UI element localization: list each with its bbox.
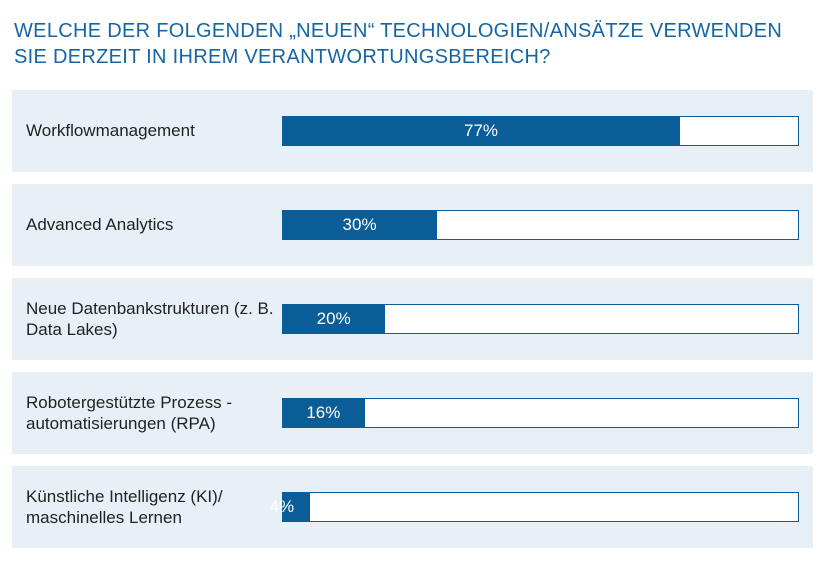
bar-fill: 16% [282,398,365,428]
row-label: Robotergestützte Prozess -automatisierun… [12,392,282,435]
chart-rows: Workflowmanagement 77% Advanced Analytics 3… [12,90,813,548]
row-label: Advanced Analytics [12,214,282,235]
bar-value: 77% [464,121,498,141]
bar-track [282,492,799,522]
bar-fill: 77% [282,116,680,146]
chart-row: Künstliche Intelligenz (KI)/ maschinelle… [12,466,813,548]
bar-fill: 20% [282,304,385,334]
bar-area: 20% [282,304,799,334]
bar-value: 4% [270,497,295,517]
row-label: Neue Datenbankstrukturen (z. B. Data Lak… [12,298,282,341]
chart-row: Workflowmanagement 77% [12,90,813,172]
row-label: Künstliche Intelligenz (KI)/ maschinelle… [12,486,282,529]
bar-value: 16% [306,403,340,423]
bar-value: 30% [343,215,377,235]
chart-row: Robotergestützte Prozess -automatisierun… [12,372,813,454]
bar-area: 4% [282,492,799,522]
bar-fill: 4% [282,492,310,522]
chart-row: Neue Datenbankstrukturen (z. B. Data Lak… [12,278,813,360]
bar-fill: 30% [282,210,437,240]
bar-area: 77% [282,116,799,146]
bar-value: 20% [317,309,351,329]
bar-area: 30% [282,210,799,240]
row-label: Workflowmanagement [12,120,282,141]
chart-title: WELCHE DER FOLGENDEN „NEUEN“ TECHNOLOGIE… [12,18,813,70]
chart-row: Advanced Analytics 30% [12,184,813,266]
bar-area: 16% [282,398,799,428]
